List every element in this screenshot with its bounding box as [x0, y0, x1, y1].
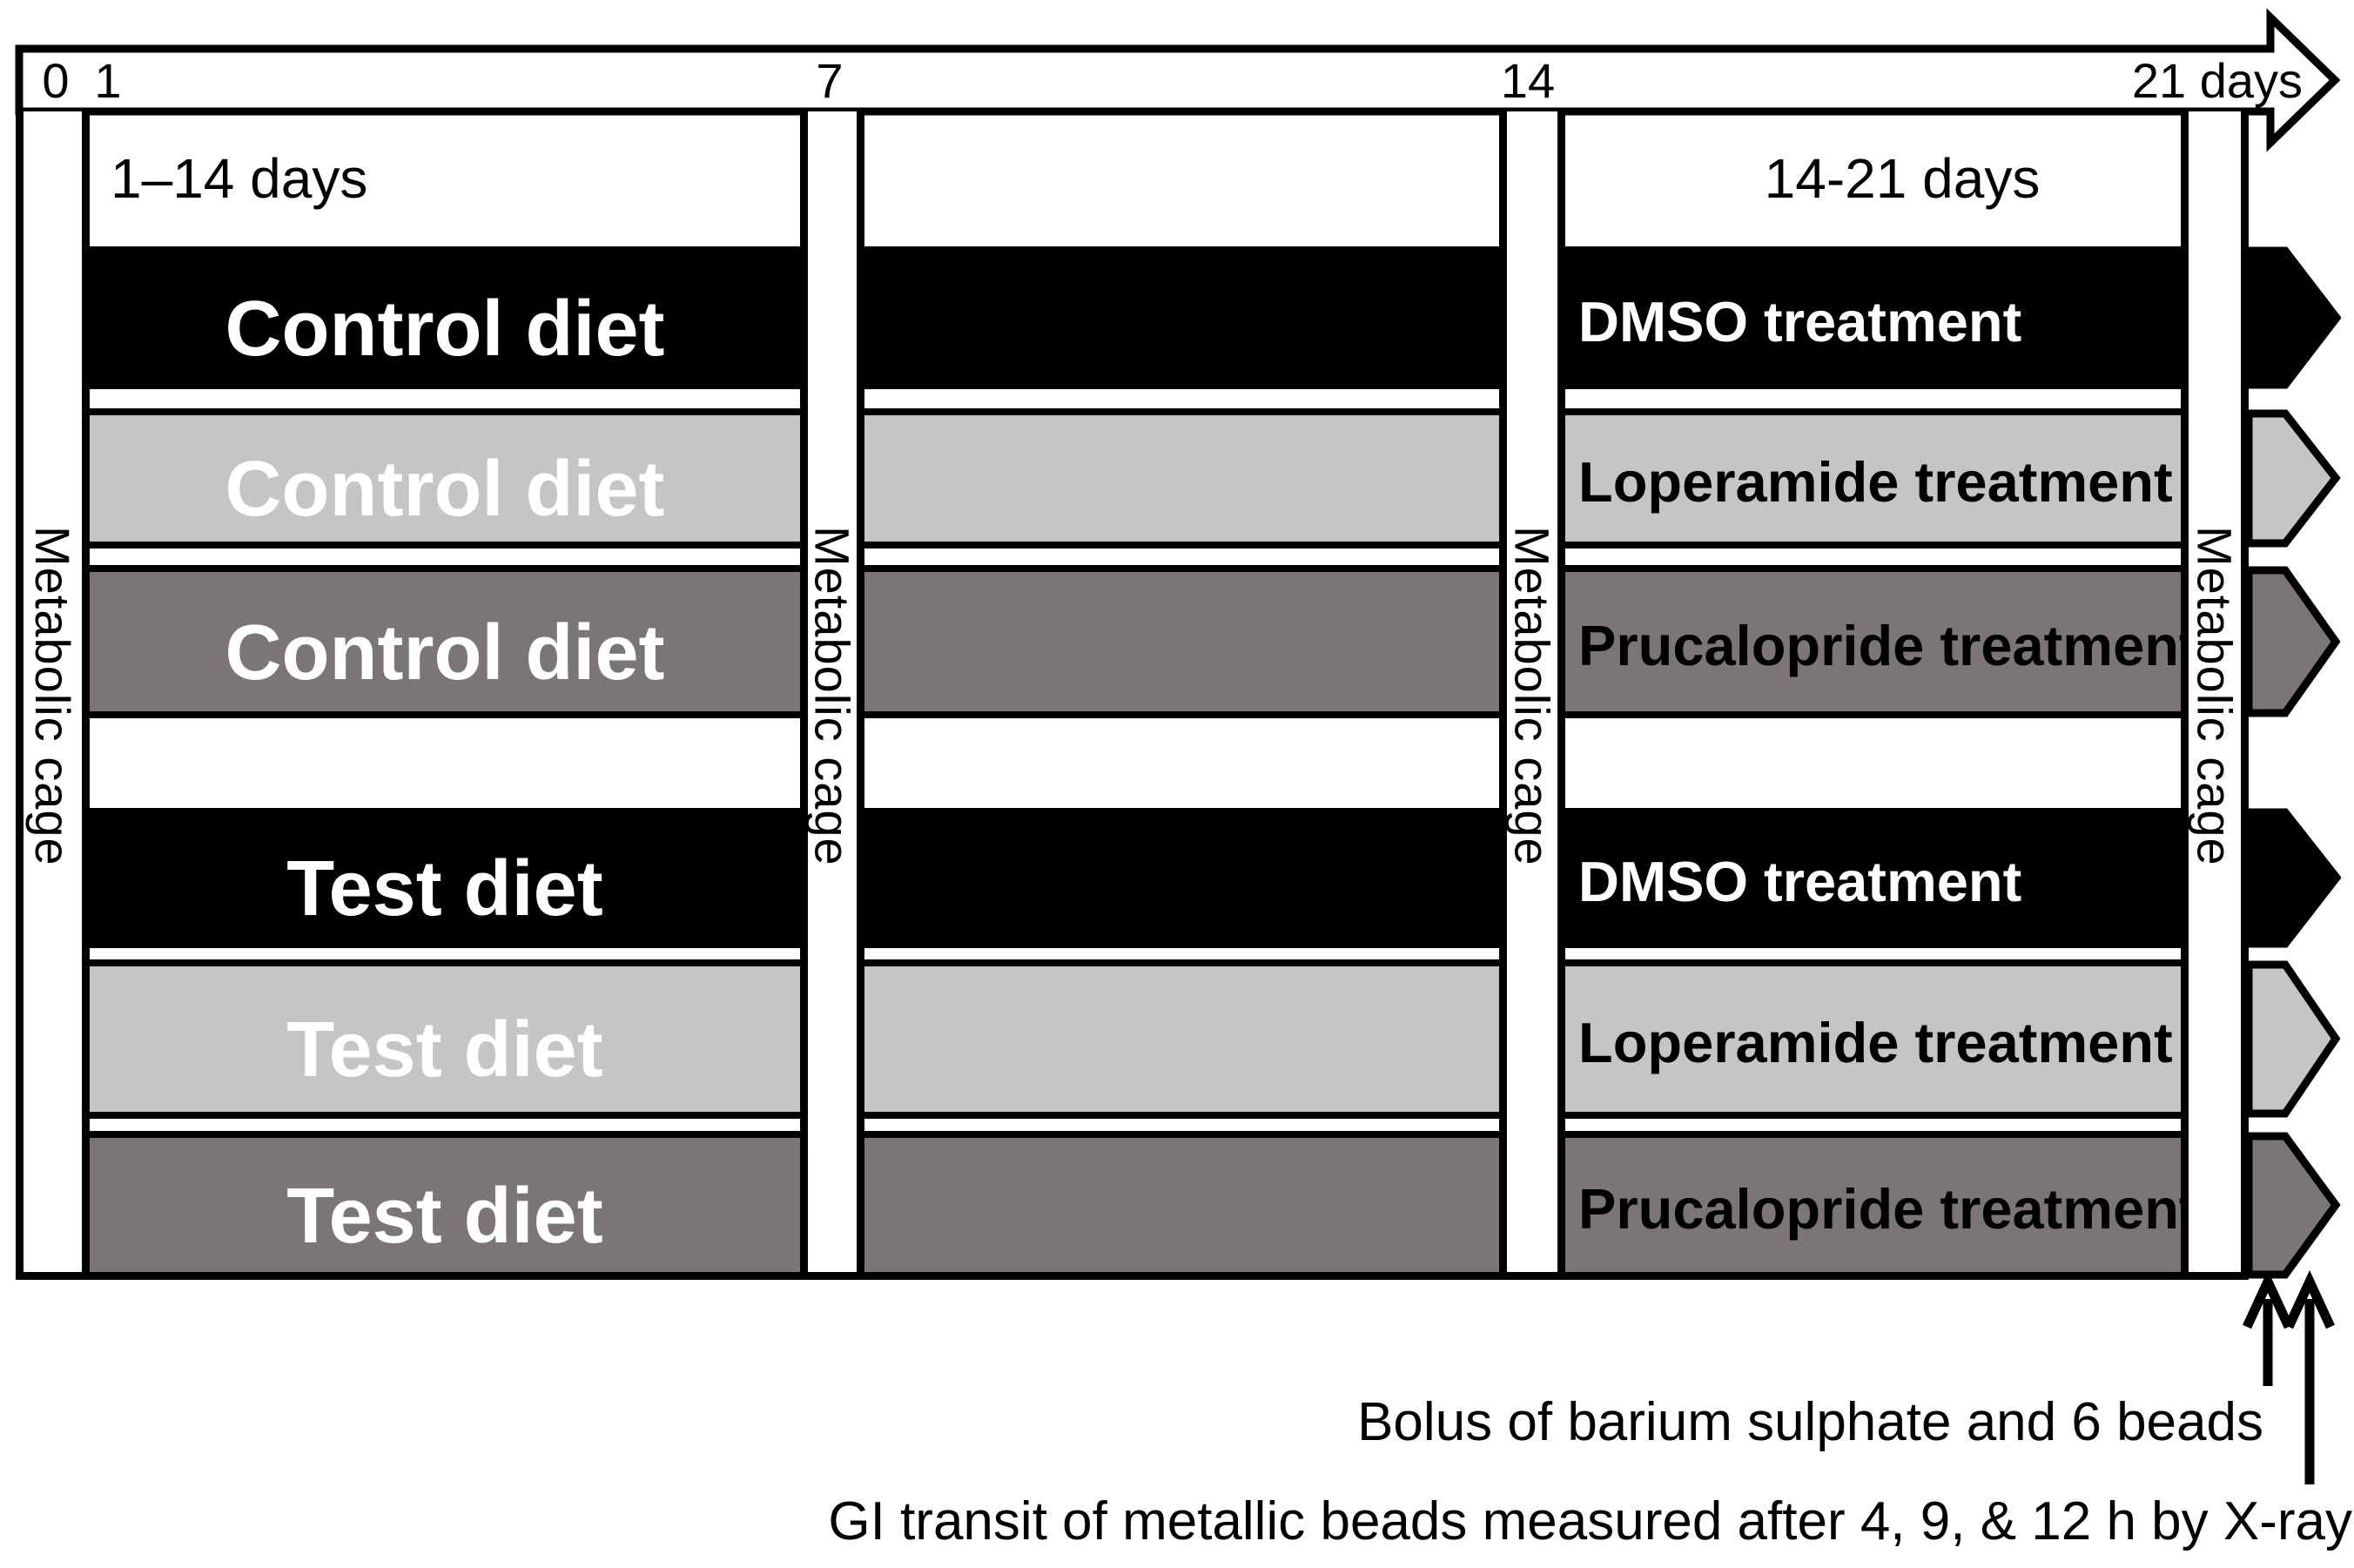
metabolic-cage-column-day21: Metabolic cage	[2181, 111, 2249, 1280]
treatment-label: Prucalopride treatment	[1578, 1177, 2198, 1241]
bolus-arrow	[2243, 1269, 2293, 1386]
phase-1-label: 1–14 days	[111, 147, 368, 210]
bar-arrowhead-test-prucalopride	[2249, 1132, 2341, 1279]
treatment-label: DMSO treatment	[1578, 289, 2022, 353]
treatment-label: Loperamide treatment	[1578, 450, 2173, 514]
rows-area: 1–14 days 14-21 days Control diet DMSO t…	[90, 111, 2249, 1280]
diet-label: Test diet	[286, 845, 603, 932]
bolus-annotation: Bolus of barium sulphate and 6 beads	[1357, 1392, 2263, 1452]
metabolic-cage-label: Metabolic cage	[1504, 525, 1560, 866]
treatment-label: DMSO treatment	[1578, 850, 2022, 913]
gi-transit-arrow	[2284, 1269, 2335, 1484]
treatment-label: Prucalopride treatment	[1578, 613, 2198, 677]
bar-test-prucalopride: Test diet Prucalopride treatment	[90, 1131, 2249, 1280]
diet-label: Control diet	[225, 285, 665, 373]
metabolic-cage-label: Metabolic cage	[25, 525, 80, 866]
bar-test-loperamide: Test diet Loperamide treatment	[90, 959, 2249, 1119]
bar-arrowhead-test-loperamide	[2249, 960, 2341, 1118]
timeline-tick-1: 1	[94, 53, 122, 108]
timeline-tick-14: 14	[1500, 53, 1556, 108]
treatment-label: Loperamide treatment	[1578, 1011, 2173, 1074]
bar-arrowhead-control-loperamide	[2249, 409, 2341, 548]
timeline-tick-7: 7	[816, 53, 844, 108]
timeline-end-label: 21 days	[2131, 53, 2303, 108]
diet-label: Control diet	[225, 446, 665, 533]
metabolic-cage-column-day0: Metabolic cage	[16, 111, 90, 1280]
bar-control-dmso: Control diet DMSO treatment	[90, 246, 2249, 389]
phase-3-label: 14-21 days	[1764, 147, 2041, 210]
metabolic-cage-label: Metabolic cage	[804, 525, 860, 866]
diet-label: Control diet	[225, 609, 665, 697]
bar-control-loperamide: Control diet Loperamide treatment	[90, 408, 2249, 548]
timeline-tick-0: 0	[42, 53, 70, 108]
timeline-arrow	[15, 8, 2341, 152]
bar-arrowhead-control-prucalopride	[2249, 566, 2341, 717]
bar-arrowhead-control-dmso	[2249, 246, 2341, 389]
metabolic-cage-column-day14: Metabolic cage	[1499, 111, 1565, 1280]
diet-label: Test diet	[286, 1173, 603, 1260]
bar-control-prucalopride: Control diet Prucalopride treatment	[90, 565, 2249, 718]
metabolic-cage-column-day7: Metabolic cage	[800, 111, 864, 1280]
diet-label: Test diet	[286, 1006, 603, 1094]
diagram-bottom-border	[16, 1272, 2249, 1280]
gi-transit-annotation: GI transit of metallic beads measured af…	[828, 1491, 2352, 1551]
bar-arrowhead-test-dmso	[2249, 808, 2341, 948]
metabolic-cage-label: Metabolic cage	[2187, 525, 2243, 866]
timeline-arrow-shape	[15, 8, 2341, 152]
bar-test-dmso: Test diet DMSO treatment	[90, 808, 2249, 948]
